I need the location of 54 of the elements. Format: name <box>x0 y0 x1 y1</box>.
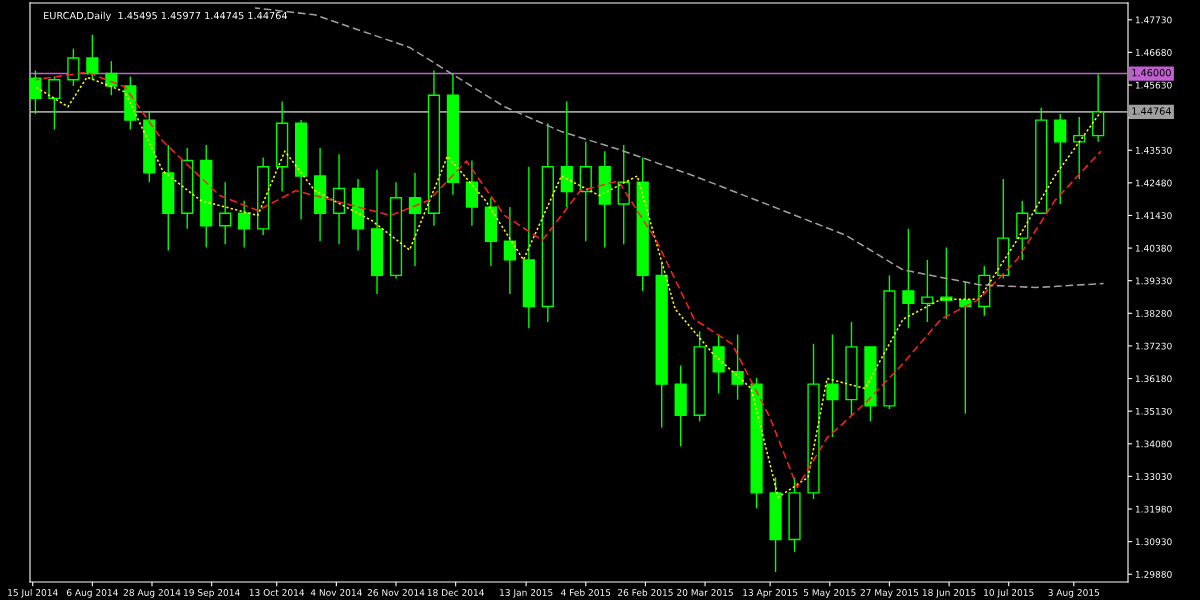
y-tick-label: 1.41430 <box>1135 212 1172 220</box>
y-tick-label: 1.30930 <box>1135 538 1172 546</box>
candlestick <box>902 228 915 329</box>
x-tick-label: 26 Nov 2014 <box>367 589 425 596</box>
candlestick <box>238 200 251 249</box>
text: EURCAD,Daily 1.45495 1.45977 1.44745 1.44764 <box>44 11 288 22</box>
y-tick-label: 1.47730 <box>1135 16 1172 24</box>
x-tick-label: 27 May 2015 <box>860 589 919 598</box>
candlestick <box>67 47 80 87</box>
x-tick-label: 5 May 2015 <box>803 589 856 598</box>
candlestick <box>826 333 839 438</box>
y-tick-label: 1.38280 <box>1135 310 1172 317</box>
candlestick <box>940 246 953 320</box>
candlestick <box>408 172 422 267</box>
y-tick-label: 1.39330 <box>1135 277 1172 285</box>
x-tick-label: 3 Aug 2015 <box>1048 589 1100 598</box>
candlestick <box>30 69 42 115</box>
candlestick <box>219 181 232 246</box>
y-tick-label: 1.37230 <box>1135 342 1172 350</box>
x-tick-label: 4 Nov 2014 <box>310 589 362 596</box>
candlestick <box>921 259 934 323</box>
x-tick-label: 18 Jun 2015 <box>922 589 976 598</box>
y-tick-label: 1.36180 <box>1135 375 1172 383</box>
x-tick-label: 20 Mar 2015 <box>677 589 733 596</box>
candlestick <box>1073 116 1086 180</box>
candlestick <box>48 75 61 131</box>
ref-line-label: 1.46000 <box>1132 68 1171 77</box>
x-tick-label: 28 Aug 2014 <box>123 589 181 598</box>
x-tick-label: 13 Jan 2015 <box>500 589 553 598</box>
y-tick-label: 1.34080 <box>1135 440 1172 448</box>
y-tick-label: 1.40380 <box>1135 244 1172 252</box>
y-tick-label: 1.31980 <box>1135 505 1172 513</box>
x-tick-label: 18 Dec 2014 <box>427 589 484 596</box>
y-tick-label: 1.43530 <box>1135 146 1172 154</box>
x-tick-label: 26 Feb 2015 <box>617 588 673 596</box>
y-tick-label: 1.42480 <box>1135 179 1172 187</box>
y-tick-label: 1.35130 <box>1135 407 1172 415</box>
y-tick-label: 1.33030 <box>1135 473 1172 480</box>
ref-line-label: 1.44764 <box>1132 107 1171 115</box>
candlestick <box>1054 113 1067 205</box>
candlestick <box>731 333 744 401</box>
x-tick-label: 15 Jul 2014 <box>8 588 58 598</box>
x-tick-label: 10 Jul 2015 <box>984 588 1034 598</box>
x-tick-label: 19 Sep 2014 <box>184 589 240 598</box>
x-tick-label: 6 Aug 2014 <box>66 589 118 598</box>
y-tick-label: 1.45630 <box>1135 81 1172 89</box>
y-tick-label: 1.46680 <box>1135 49 1172 56</box>
candlestick <box>503 206 516 295</box>
candlestick <box>1092 73 1105 143</box>
x-tick-label: 4 Feb 2015 <box>561 588 611 596</box>
y-tick-label: 1.29880 <box>1135 570 1172 578</box>
x-tick-label: 13 Oct 2014 <box>249 589 305 596</box>
candlestick <box>86 33 99 81</box>
x-tick-label: 13 Apr 2015 <box>743 589 798 598</box>
